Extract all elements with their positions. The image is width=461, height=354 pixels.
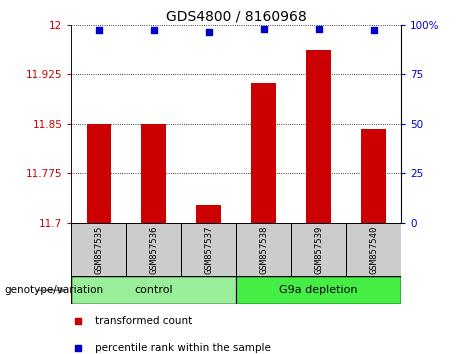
Text: GSM857540: GSM857540 (369, 225, 378, 274)
Text: GSM857537: GSM857537 (204, 225, 213, 274)
Text: G9a depletion: G9a depletion (279, 285, 358, 295)
Text: control: control (135, 285, 173, 295)
Bar (236, 276, 401, 304)
Point (370, 27, 377, 33)
Bar (196, 205, 221, 223)
Point (95, 27, 103, 33)
Bar (71, 276, 236, 304)
Text: GSM857535: GSM857535 (95, 225, 103, 274)
Title: GDS4800 / 8160968: GDS4800 / 8160968 (166, 10, 307, 24)
Bar (87, 124, 111, 223)
Point (74, 319, 82, 324)
Bar (361, 129, 386, 223)
Bar (71, 223, 126, 276)
Text: GSM857539: GSM857539 (314, 225, 323, 274)
Point (150, 27, 158, 33)
Text: genotype/variation: genotype/variation (5, 285, 104, 295)
Text: transformed count: transformed count (95, 316, 192, 326)
Text: GSM857538: GSM857538 (259, 225, 268, 274)
Bar (306, 50, 331, 223)
Point (205, 29, 213, 35)
Bar (346, 223, 401, 276)
Point (260, 26, 267, 32)
Point (74, 345, 82, 350)
Bar (251, 83, 276, 223)
Bar (291, 223, 346, 276)
Bar (142, 124, 166, 223)
Bar (126, 223, 181, 276)
Text: GSM857536: GSM857536 (149, 225, 159, 274)
Bar (236, 223, 291, 276)
Point (315, 26, 322, 32)
Text: percentile rank within the sample: percentile rank within the sample (95, 343, 271, 353)
Bar (181, 223, 236, 276)
